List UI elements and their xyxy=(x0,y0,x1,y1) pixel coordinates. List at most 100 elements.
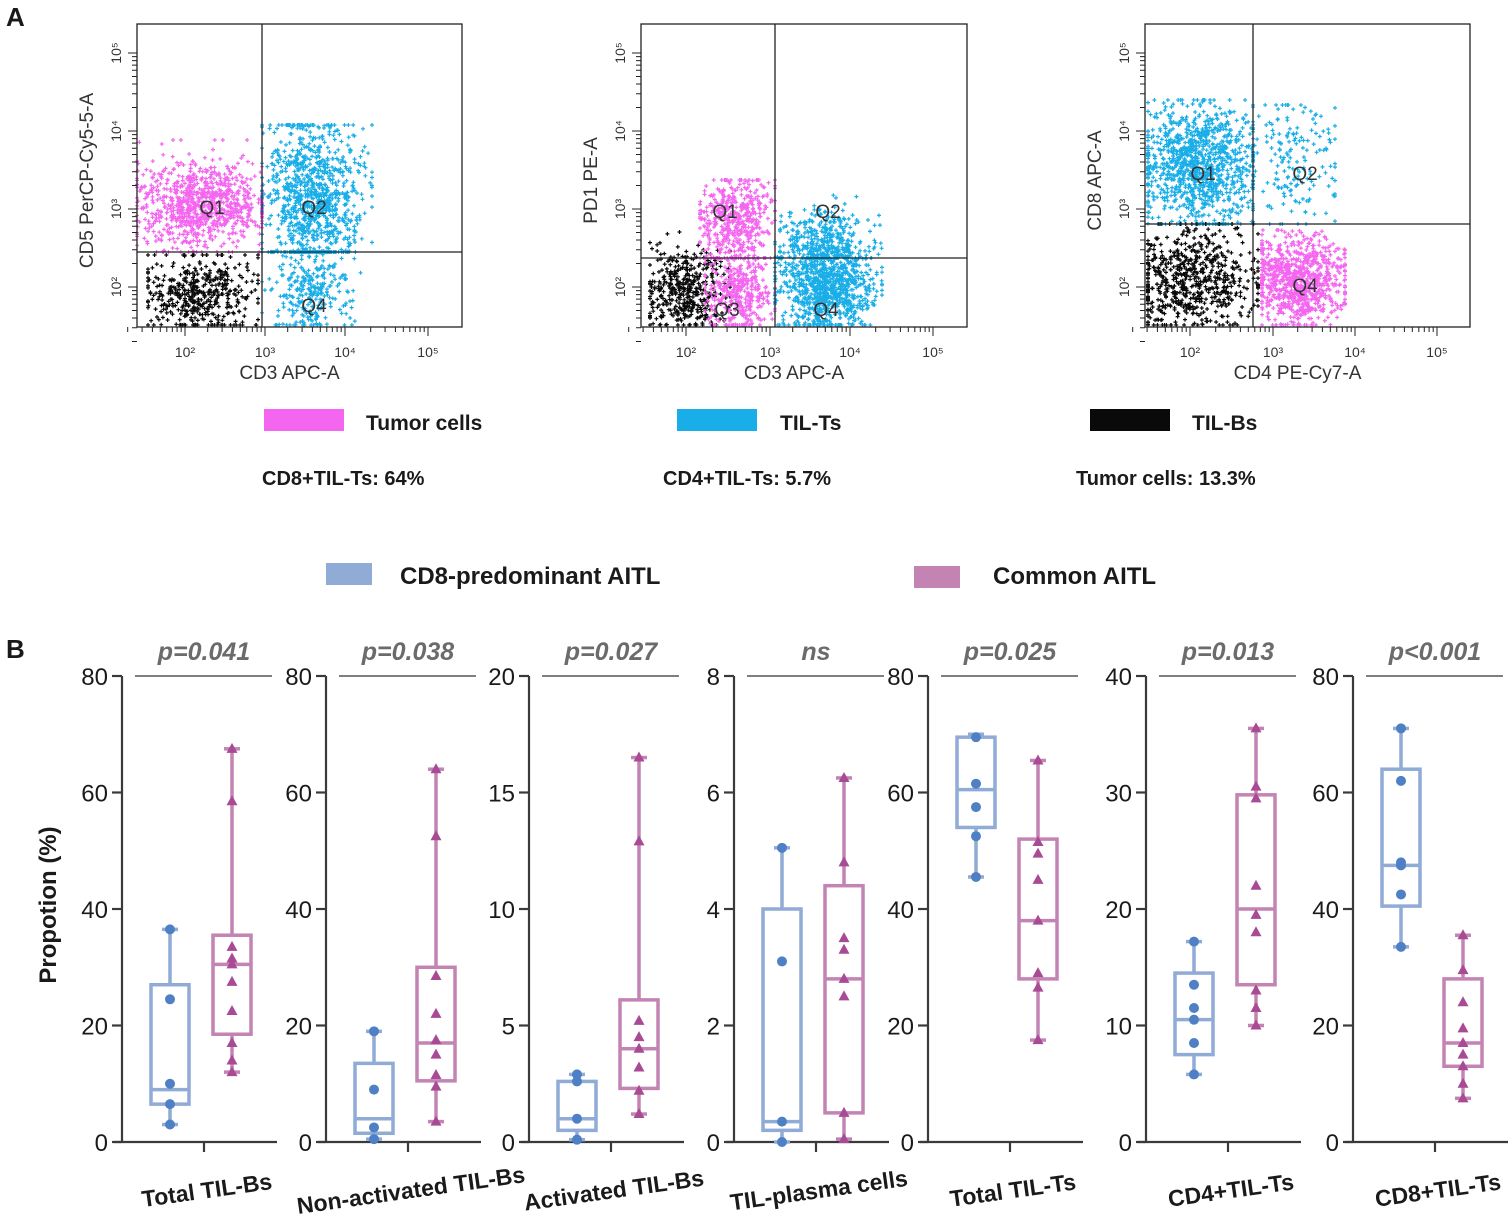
data-point xyxy=(1189,979,1199,990)
data-point xyxy=(430,969,442,980)
data-point xyxy=(226,975,238,986)
box-common xyxy=(415,763,457,1126)
flow-cytometry-panels: Q1 Q2 Q4 10² 10³ 10⁴ 10⁵ 10² 10³ 10⁴ 10⁵ CD3 APC-A C… xyxy=(77,23,1471,384)
flow-x-tick-label: 10⁵ xyxy=(922,344,943,360)
data-point xyxy=(633,1031,645,1042)
data-point xyxy=(633,1042,645,1053)
flow-y-tick-label: 10⁴ xyxy=(1116,120,1132,142)
iqr-box xyxy=(1017,837,1059,981)
data-point xyxy=(1457,1036,1469,1047)
legend-label-tilbs: TIL-Bs xyxy=(1192,412,1257,435)
data-point xyxy=(1396,889,1406,900)
data-point xyxy=(165,994,175,1005)
data-point xyxy=(1250,780,1262,791)
box-cd8-predominant xyxy=(353,1026,395,1145)
data-point xyxy=(633,1084,645,1095)
y-tick-label: 40 xyxy=(887,897,914,924)
flow-x-tick-label: 10³ xyxy=(760,344,781,360)
flow-frame xyxy=(136,23,463,328)
data-point xyxy=(572,1113,582,1124)
flow-axis-ticks xyxy=(628,52,934,342)
p-value: p=0.038 xyxy=(361,638,455,666)
data-point xyxy=(430,1034,442,1045)
data-point xyxy=(1396,723,1406,734)
y-axis-title: Propotion (%) xyxy=(35,826,62,983)
flow-x-tick-label: 10⁴ xyxy=(334,344,356,360)
y-tick-label: 40 xyxy=(1312,897,1339,924)
flow-x-tick-label: 10³ xyxy=(255,344,276,360)
y-tick-label: 20 xyxy=(81,1014,108,1041)
data-point xyxy=(1250,1019,1262,1030)
y-tick-label: 40 xyxy=(285,897,312,924)
data-point xyxy=(1396,775,1406,786)
box-panel-5: 0 20 40 60 80 p=0.025 Total TIL-Ts xyxy=(887,638,1083,1212)
data-point xyxy=(633,1014,645,1025)
box-panel-4: 0 2 4 6 8 ns TIL-plasma cells xyxy=(707,638,910,1215)
data-point xyxy=(1189,1003,1199,1014)
y-tick-label: 20 xyxy=(488,664,515,691)
data-point xyxy=(971,802,981,813)
box-common xyxy=(1442,929,1484,1103)
data-point xyxy=(369,1122,379,1133)
data-point xyxy=(1396,941,1406,952)
flow-stat-tumor: Tumor cells: 13.3% xyxy=(1076,468,1256,490)
flow-dot-cloud xyxy=(146,253,260,327)
flow-y-tick-label: 10⁵ xyxy=(1116,42,1132,63)
flow-y-tick-label: 10⁴ xyxy=(612,120,628,142)
data-point xyxy=(369,1084,379,1095)
data-point xyxy=(430,1080,442,1091)
iqr-box xyxy=(353,1061,395,1136)
flow-axis-ticks xyxy=(127,52,429,342)
data-point xyxy=(838,990,850,1001)
flow-dot-cloud xyxy=(1260,228,1347,327)
y-tick-label: 60 xyxy=(1312,781,1339,808)
flow-y-tick-label: 10⁵ xyxy=(612,42,628,63)
iqr-box xyxy=(761,907,803,1133)
y-tick-label: 8 xyxy=(707,664,720,691)
quadrant-label-q3: Q3 xyxy=(714,300,739,321)
flow-frame xyxy=(640,23,968,328)
box-panel-3: 0 5 10 15 20 p=0.027 Activated TIL-Bs xyxy=(488,638,705,1216)
box-cd8-predominant xyxy=(955,732,997,882)
legend-swatch-tumor xyxy=(264,409,344,431)
y-tick-label: 0 xyxy=(95,1130,108,1157)
quadrant-label-q2: Q2 xyxy=(815,202,840,223)
box-cd8-predominant xyxy=(1173,936,1215,1080)
legend-swatch-tilbs xyxy=(1090,409,1170,431)
quadrant-label-q4: Q4 xyxy=(813,300,839,321)
flow-y-axis-label: CD5 PerCP-Cy5-5-A xyxy=(77,93,98,269)
flow-stat-cd4: CD4+TIL-Ts: 5.7% xyxy=(663,468,831,490)
box-cd8-predominant xyxy=(1380,723,1422,952)
data-point xyxy=(1032,914,1044,925)
data-point xyxy=(838,1106,850,1117)
legend-swatch-cd8-predominant xyxy=(326,563,372,585)
y-tick-label: 20 xyxy=(1312,1014,1339,1041)
y-tick-label: 40 xyxy=(81,897,108,924)
iqr-box xyxy=(1173,971,1215,1057)
y-tick-label: 20 xyxy=(1105,897,1132,924)
data-point xyxy=(1189,1014,1199,1025)
y-tick-label: 30 xyxy=(1105,781,1132,808)
legend-swatch-tilts xyxy=(677,409,757,431)
category-label: Non-activated TIL-Bs xyxy=(295,1161,526,1219)
data-point xyxy=(1032,967,1044,978)
data-point xyxy=(633,835,645,846)
y-tick-label: 5 xyxy=(502,1014,515,1041)
flow-dots xyxy=(135,123,374,327)
box-common xyxy=(211,742,253,1077)
category-label: Total TIL-Bs xyxy=(140,1168,274,1212)
data-point xyxy=(633,1108,645,1119)
p-value: ns xyxy=(801,638,830,666)
y-tick-label: 4 xyxy=(707,897,720,924)
box-panel-7: 0 20 40 60 80 p<0.001 CD8+TIL-Ts xyxy=(1312,638,1508,1212)
box-panel-6: 0 10 20 30 40 p=0.013 CD4+TIL-Ts xyxy=(1105,638,1301,1212)
data-point xyxy=(838,972,850,983)
flow-dot-cloud xyxy=(135,138,264,254)
y-tick-label: 0 xyxy=(901,1130,914,1157)
flow-y-tick-label: 10³ xyxy=(1116,199,1132,220)
y-tick-label: 80 xyxy=(81,664,108,691)
flow-x-tick-label: 10⁵ xyxy=(1426,344,1447,360)
y-tick-label: 40 xyxy=(1105,664,1132,691)
data-point xyxy=(1189,1069,1199,1080)
